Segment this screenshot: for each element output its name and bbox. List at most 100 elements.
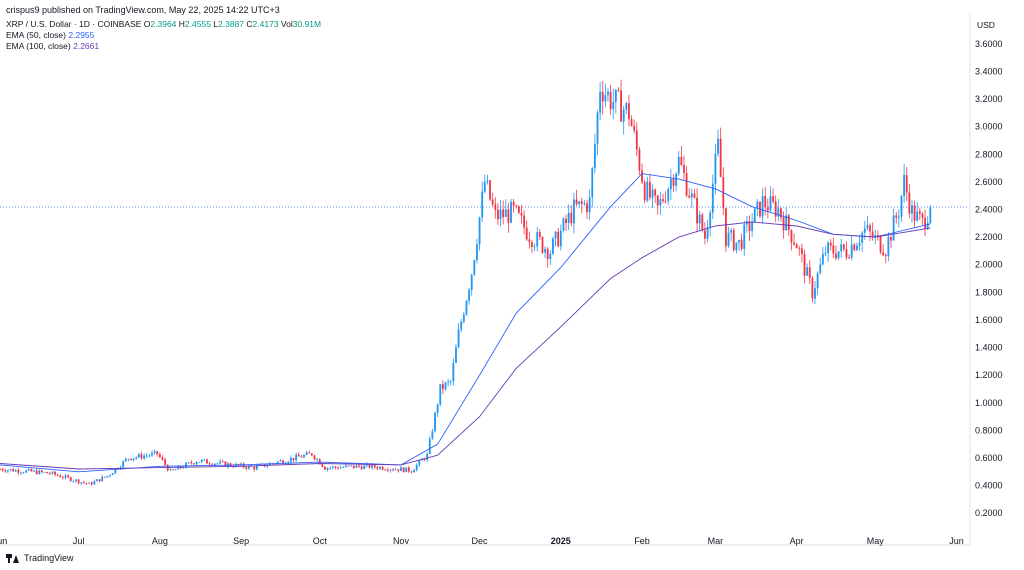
candle-body: [751, 222, 754, 232]
candle-body: [35, 470, 38, 475]
y-tick-label: 2.6000: [975, 177, 1003, 187]
candle-body: [321, 464, 324, 467]
candle-body: [701, 214, 704, 231]
candle-body: [410, 471, 413, 473]
candle-body: [863, 228, 866, 233]
candle-body: [1, 469, 4, 471]
x-tick-label: Dec: [472, 536, 489, 546]
x-tick-label: Aug: [152, 536, 168, 546]
candle-body: [774, 201, 777, 217]
ema100-line: [0, 221, 931, 470]
candle-body: [722, 177, 725, 209]
candle-body: [499, 209, 502, 220]
candle-body: [502, 209, 505, 217]
candle-body: [106, 475, 109, 478]
candle-body: [415, 464, 418, 470]
candle-body: [523, 215, 526, 228]
candle-body: [103, 476, 106, 478]
candle-body: [567, 212, 570, 224]
candle-body: [350, 465, 353, 467]
y-tick-label: 3.6000: [975, 39, 1003, 49]
tradingview-logo-text: TradingView: [24, 553, 74, 563]
candle-body: [227, 463, 229, 467]
candle-body: [782, 217, 785, 231]
candle-body: [253, 466, 256, 470]
candle-body: [900, 196, 903, 217]
candle-body: [72, 481, 75, 482]
candle-body: [279, 460, 282, 462]
candle-body: [698, 214, 701, 224]
candle-body: [866, 225, 869, 229]
x-tick-label: Apr: [790, 536, 804, 546]
candle-body: [517, 206, 520, 213]
candle-body: [688, 195, 691, 198]
legend-ema50-row[interactable]: EMA (50, close) 2.2955: [6, 30, 321, 41]
candle-body: [625, 103, 628, 110]
candle-body: [245, 467, 248, 469]
candle-body: [525, 227, 528, 240]
candle-body: [897, 216, 900, 218]
candle-body: [638, 149, 641, 171]
candle-body: [255, 465, 258, 470]
candle-body: [164, 459, 167, 465]
candle-body: [96, 479, 98, 482]
candle-body: [444, 382, 447, 390]
candle-body: [38, 470, 41, 475]
candle-body: [664, 200, 667, 202]
candle-body: [389, 469, 392, 471]
candle-body: [119, 467, 122, 469]
candle-body: [578, 201, 581, 205]
candle-body: [743, 224, 746, 249]
candle-body: [787, 215, 790, 230]
candle-body: [27, 469, 30, 471]
candle-body: [586, 203, 588, 213]
candle-body: [856, 245, 858, 251]
candle-body: [507, 209, 510, 223]
candle-body: [242, 463, 245, 468]
candle-body: [111, 473, 114, 475]
candle-body: [232, 466, 235, 467]
candle-body: [9, 469, 12, 471]
tradingview-logo-icon: [6, 553, 20, 563]
candle-body: [536, 232, 539, 247]
candle-body: [483, 181, 486, 192]
candle-body: [174, 469, 177, 471]
candle-body: [727, 232, 730, 247]
candle-body: [544, 248, 547, 253]
candle-body: [213, 463, 216, 466]
candle-body: [93, 481, 96, 485]
candle-body: [924, 217, 926, 229]
candle-body: [884, 255, 887, 257]
candle-body: [284, 462, 287, 464]
candle-body: [384, 469, 387, 471]
candle-body: [840, 244, 843, 252]
candle-body: [759, 201, 761, 217]
candle-body: [297, 454, 300, 457]
candle-body: [806, 267, 809, 276]
candle-body: [67, 475, 70, 478]
candle-body: [777, 208, 780, 217]
tradingview-logo[interactable]: TradingView: [6, 553, 74, 563]
candle-body: [465, 300, 468, 315]
candle-body: [318, 459, 321, 465]
candle-body: [908, 192, 911, 214]
candle-body: [292, 457, 295, 461]
candle-body: [77, 479, 80, 484]
candle-body: [879, 235, 882, 253]
candle-body: [326, 468, 329, 470]
candle-body: [704, 230, 706, 239]
candle-body: [329, 467, 332, 469]
candle-body: [921, 213, 924, 218]
candle-body: [200, 460, 203, 462]
candle-body: [169, 469, 172, 471]
candle-body: [853, 244, 856, 251]
candle-body: [208, 463, 211, 465]
candle-body: [352, 465, 355, 468]
legend-volume: 30.91M: [292, 19, 322, 29]
candle-body: [588, 197, 591, 213]
candle-body: [814, 288, 816, 299]
legend-ema100-row[interactable]: EMA (100, close) 2.2661: [6, 41, 321, 52]
candle-body: [835, 253, 837, 259]
candle-body: [258, 464, 261, 466]
